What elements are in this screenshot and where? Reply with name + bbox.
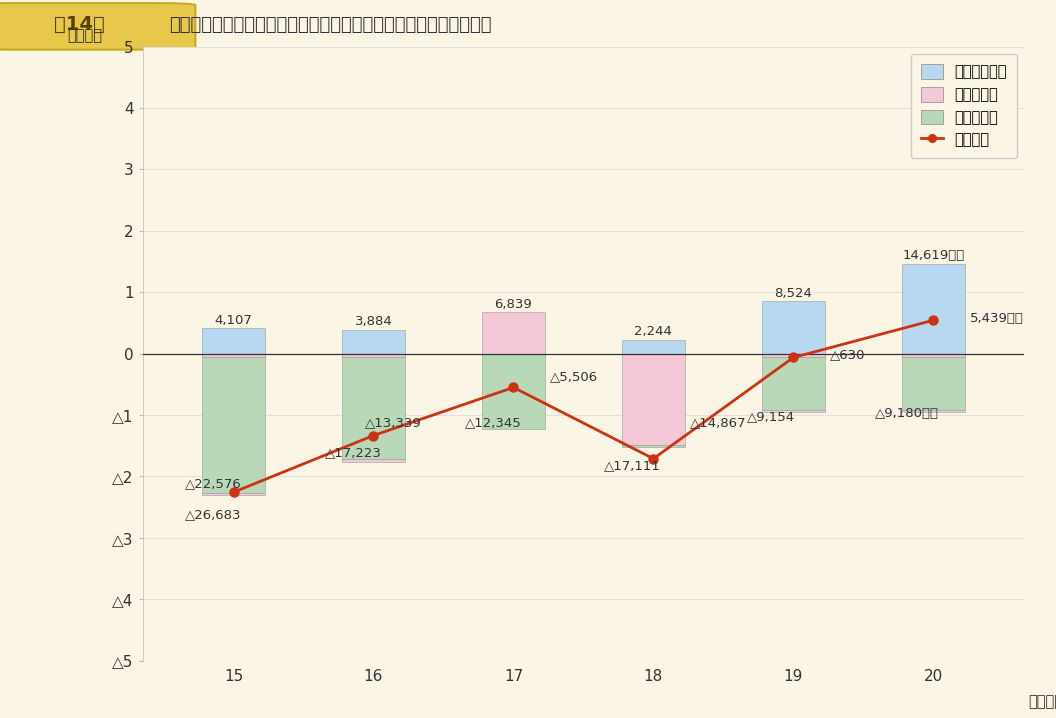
Bar xyxy=(202,493,265,495)
Text: △630: △630 xyxy=(830,348,865,360)
Bar xyxy=(342,357,406,460)
Bar xyxy=(622,445,685,447)
Text: 8,524: 8,524 xyxy=(774,286,812,299)
Text: △12,345: △12,345 xyxy=(465,416,522,429)
Bar xyxy=(622,354,685,445)
Bar xyxy=(902,357,965,410)
Text: △9,180億円: △9,180億円 xyxy=(874,407,939,420)
Text: △13,339: △13,339 xyxy=(365,416,421,429)
Text: △5,506: △5,506 xyxy=(550,370,598,383)
Bar xyxy=(342,354,406,357)
Bar xyxy=(761,410,825,412)
Bar xyxy=(202,354,265,357)
FancyBboxPatch shape xyxy=(0,3,195,50)
Text: 第14図: 第14図 xyxy=(54,15,105,34)
Text: （兆円）: （兆円） xyxy=(68,29,102,44)
Bar xyxy=(902,410,965,412)
Bar xyxy=(761,354,825,357)
Bar xyxy=(902,264,965,354)
Text: 6,839: 6,839 xyxy=(494,298,532,311)
Text: 5,439億円: 5,439億円 xyxy=(969,312,1023,325)
Text: △22,576: △22,576 xyxy=(185,477,242,490)
Text: 2,244: 2,244 xyxy=(635,325,673,338)
Text: △9,154: △9,154 xyxy=(748,410,795,423)
Bar xyxy=(202,328,265,354)
Bar xyxy=(482,312,545,354)
Text: 14,619億円: 14,619億円 xyxy=(902,248,964,261)
Bar xyxy=(761,357,825,410)
Bar xyxy=(482,354,545,429)
Text: 4,107: 4,107 xyxy=(214,314,252,327)
Text: （年度）: （年度） xyxy=(1029,694,1056,709)
Bar xyxy=(342,460,406,462)
Bar xyxy=(622,340,685,354)
Text: △26,683: △26,683 xyxy=(185,508,241,521)
Text: △14,867: △14,867 xyxy=(690,416,747,429)
Bar xyxy=(202,357,265,493)
Text: △17,223: △17,223 xyxy=(324,447,381,460)
Bar xyxy=(342,330,406,354)
Bar xyxy=(902,354,965,357)
Legend: その他の経費, 義務的経費, 投資的経費, 純増減額: その他の経費, 義務的経費, 投資的経費, 純増減額 xyxy=(910,54,1017,158)
Text: △17,111: △17,111 xyxy=(604,459,661,472)
Text: 3,884: 3,884 xyxy=(355,314,393,328)
Text: 歳出決算増減額に占める義務的経費、投資的経費等の増減額の推移: 歳出決算増減額に占める義務的経費、投資的経費等の増減額の推移 xyxy=(169,16,491,34)
Bar xyxy=(761,302,825,354)
